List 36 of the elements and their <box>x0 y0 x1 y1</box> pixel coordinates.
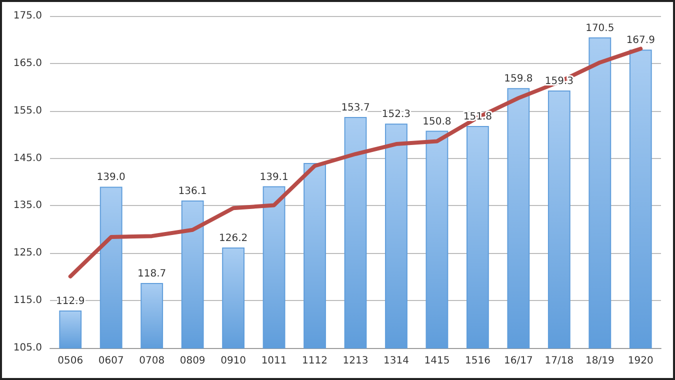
data-label: 139.0 <box>96 172 126 184</box>
y-tick-label: 175.0 <box>13 10 42 22</box>
data-label: 139.1 <box>260 172 288 183</box>
x-tick-label: 0809 <box>180 356 206 366</box>
y-tick-label: 115.0 <box>13 295 42 306</box>
x-tick-label: 18/19 <box>585 356 614 366</box>
x-tick-label: 1516 <box>464 356 490 366</box>
x-tick-label: 0607 <box>98 356 124 366</box>
data-label: 126.2 <box>218 232 248 244</box>
x-tick-label: 16/17 <box>504 356 533 366</box>
y-tick-label: 125.0 <box>13 248 42 259</box>
x-tick-label: 1920 <box>628 356 654 366</box>
data-label: 153.7 <box>341 102 370 114</box>
x-tick-label: 0910 <box>220 356 246 366</box>
data-label: 136.1 <box>178 186 207 197</box>
x-tick-label: 0506 <box>58 356 84 366</box>
data-label: 152.3 <box>382 109 411 120</box>
y-tick-label: 165.0 <box>13 58 42 69</box>
y-tick-label: 155.0 <box>13 105 42 116</box>
x-tick-label: 1415 <box>424 356 450 366</box>
x-tick-label: 1213 <box>342 356 368 366</box>
x-tick-label: 17/18 <box>544 356 574 366</box>
data-label: 167.9 <box>626 35 655 46</box>
y-tick-label: 145.0 <box>13 152 42 164</box>
data-label: 112.9 <box>56 296 85 308</box>
x-tick-label: 0708 <box>139 356 165 366</box>
data-label: 118.7 <box>138 268 166 280</box>
x-tick-label: 1314 <box>384 356 409 366</box>
y-tick-label: 105.0 <box>13 342 42 354</box>
data-label: 170.5 <box>586 22 614 34</box>
line-series <box>68 46 643 278</box>
y-tick-label: 135.0 <box>13 200 42 212</box>
data-label: 150.8 <box>422 116 452 128</box>
x-tick-label: 1112 <box>302 356 328 366</box>
x-tick-label: 1011 <box>261 356 287 366</box>
data-label: 159.8 <box>504 74 533 85</box>
